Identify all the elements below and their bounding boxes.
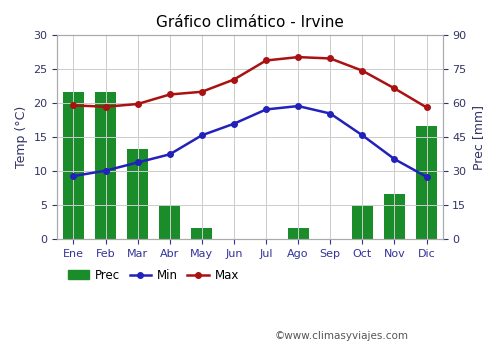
Bar: [63, 92, 84, 239]
Legend: Prec, Min, Max: Prec, Min, Max: [64, 264, 244, 286]
Text: ©www.climasyviajes.com: ©www.climasyviajes.com: [275, 331, 409, 341]
Bar: [416, 126, 437, 239]
Bar: [95, 92, 116, 239]
Bar: [352, 205, 373, 239]
Bar: [127, 149, 148, 239]
Y-axis label: Temp (°C): Temp (°C): [15, 106, 28, 168]
Bar: [160, 205, 180, 239]
Bar: [192, 228, 212, 239]
Bar: [384, 194, 405, 239]
Y-axis label: Prec [mm]: Prec [mm]: [472, 105, 485, 170]
Title: Gráfico climático - Irvine: Gráfico climático - Irvine: [156, 15, 344, 30]
Bar: [288, 228, 308, 239]
